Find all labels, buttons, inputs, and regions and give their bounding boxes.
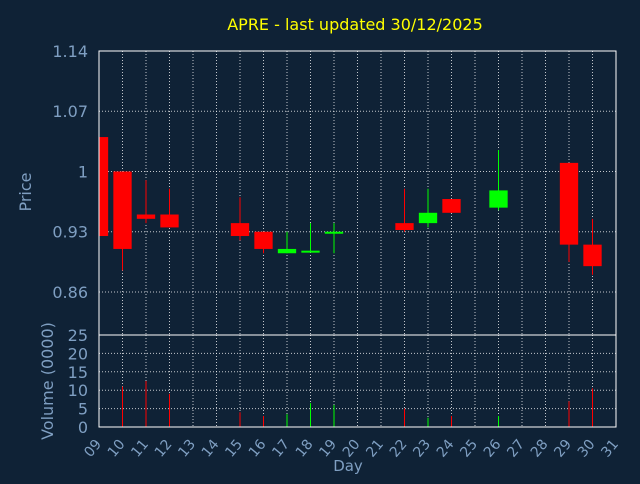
candle-body xyxy=(99,137,109,237)
candle-body xyxy=(136,214,156,219)
volume-tick-label: 20 xyxy=(68,344,88,363)
candle-body xyxy=(230,223,250,237)
candle-body xyxy=(489,190,508,208)
volume-tick-label: 5 xyxy=(78,400,88,419)
price-tick-label: 1.07 xyxy=(52,102,88,121)
price-tick-label: 0.93 xyxy=(52,223,88,242)
volume-gridlines xyxy=(99,335,616,427)
volume-tick-label: 10 xyxy=(68,381,88,400)
volume-tick-label: 25 xyxy=(68,326,88,345)
x-tick-labels: 09 10 11 12 13 14 15 16 17 18 19 20 21 22 23 24 25 26 27 28… xyxy=(81,437,622,461)
chart-title: APRE - last updated 30/12/2025 xyxy=(227,15,483,34)
candle-body xyxy=(301,250,320,253)
price-axis-label: Price xyxy=(16,172,35,211)
volume-tick-label: 0 xyxy=(78,418,88,437)
candle-body xyxy=(324,231,344,234)
candle-body xyxy=(583,244,602,267)
price-tick-label: 0.86 xyxy=(52,283,88,302)
candle-body xyxy=(418,212,438,224)
candle-body xyxy=(442,199,461,213)
price-tick-label: 1 xyxy=(78,162,88,181)
volume-axis-label: Volume (0000) xyxy=(38,322,57,440)
candles xyxy=(98,137,602,275)
x-axis-label: Day xyxy=(333,457,363,475)
candle-body xyxy=(395,223,414,231)
candle-body xyxy=(254,231,273,249)
candle-body xyxy=(559,162,579,245)
candle-body xyxy=(113,171,132,249)
volume-tick-label: 15 xyxy=(68,363,88,382)
candle-body xyxy=(277,248,297,254)
volume-panel-frame xyxy=(98,334,617,428)
volume-bars xyxy=(122,381,593,427)
price-tick-label: 1.14 xyxy=(52,42,88,61)
candle-body xyxy=(160,214,179,228)
price-tick-labels: 0.86 0.93 1 1.07 1.14 xyxy=(52,42,88,302)
